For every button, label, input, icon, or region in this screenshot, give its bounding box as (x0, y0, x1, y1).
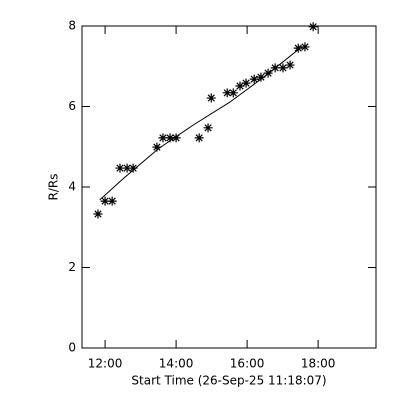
asterisk-point (249, 74, 259, 84)
asterisk-point (241, 78, 251, 88)
x-tick-label: 16:00 (230, 357, 265, 371)
x-tick-label: 14:00 (159, 357, 194, 371)
asterisk-point (228, 88, 238, 98)
asterisk-point (206, 93, 216, 103)
asterisk-point (285, 60, 295, 70)
asterisk-point (235, 81, 245, 91)
asterisk-point (122, 163, 132, 173)
asterisk-point (263, 68, 273, 78)
asterisk-point (293, 43, 303, 53)
asterisk-point (308, 22, 318, 32)
asterisk-point (256, 72, 266, 82)
y-axis-label: R/Rs (47, 174, 61, 201)
asterisk-point (171, 133, 181, 143)
asterisk-point (115, 163, 125, 173)
asterisk-point (203, 123, 213, 133)
y-tick-label: 2 (68, 260, 76, 274)
asterisk-point (158, 133, 168, 143)
asterisk-point (222, 88, 232, 98)
x-axis-label: Start Time (26-Sep-25 11:18:07) (131, 374, 326, 388)
asterisk-point (100, 196, 110, 206)
asterisk-point (128, 163, 138, 173)
x-tick-label: 12:00 (88, 357, 123, 371)
asterisk-point (165, 133, 175, 143)
y-tick-label: 8 (68, 19, 76, 33)
y-tick-label: 0 (68, 341, 76, 355)
asterisk-point (107, 196, 117, 206)
plot-frame (81, 25, 377, 349)
asterisk-point (278, 63, 288, 73)
y-tick-label: 6 (68, 99, 76, 113)
fit-line (99, 48, 299, 201)
asterisk-point (300, 42, 310, 52)
asterisk-point (152, 142, 162, 152)
asterisk-point (93, 209, 103, 219)
asterisk-point (194, 133, 204, 143)
y-tick-label: 4 (68, 180, 76, 194)
x-tick-label: 18:00 (301, 357, 336, 371)
